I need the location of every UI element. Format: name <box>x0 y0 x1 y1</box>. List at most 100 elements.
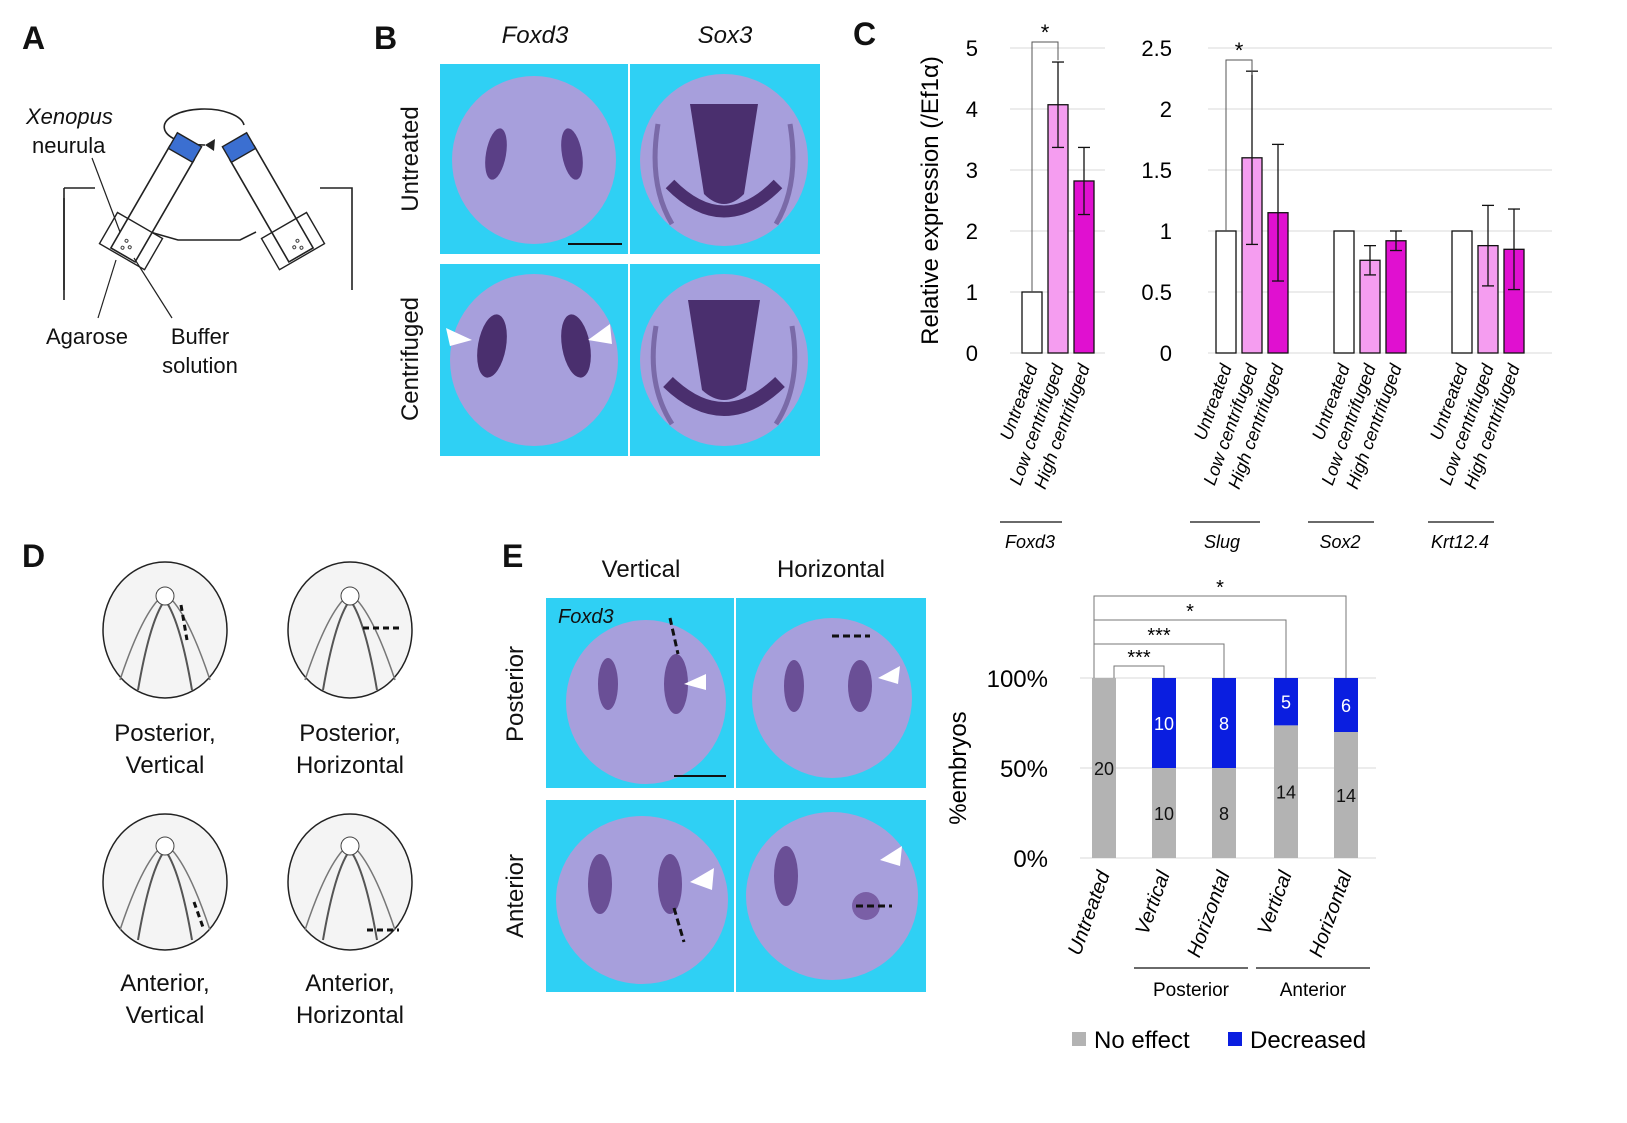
bar-label: 8 <box>1219 714 1229 734</box>
significance-star: *** <box>1147 625 1171 647</box>
embryo-drawing-posterior-horizontal <box>287 561 413 699</box>
bar <box>1451 230 1473 354</box>
panel-letter-e: E <box>502 538 524 574</box>
category-group-label: Anterior <box>1280 980 1347 1001</box>
bar-no-effect <box>1092 678 1116 858</box>
bar-label: 10 <box>1154 714 1174 734</box>
panel-letter-d: D <box>22 538 46 574</box>
arrowhead-icon-3 <box>690 868 714 890</box>
significance-star: * <box>1186 601 1194 623</box>
x-tick-label: Vertical <box>1253 868 1296 938</box>
group-label: Slug <box>1204 532 1240 552</box>
label-buffer: Buffer <box>170 324 230 349</box>
significance-star: * <box>1216 577 1224 599</box>
panel-d-label-1a: Posterior, <box>114 720 216 747</box>
chart-c-foxd3: Relative expression (/Ef1α)012345Untreat… <box>917 20 1105 552</box>
y-tick-label: 50% <box>1000 756 1048 783</box>
y-tick-label: 1.5 <box>1141 158 1172 183</box>
bar-label: 14 <box>1336 786 1356 806</box>
x-tick-label: Horizontal <box>1183 868 1235 961</box>
y-tick-label: 3 <box>966 158 978 183</box>
arrowhead-icon <box>684 674 706 690</box>
centrifuge-schematic <box>63 108 353 319</box>
y-axis-label: Relative expression (/Ef1α) <box>917 56 944 345</box>
panel-e-col-horizontal: Horizontal <box>776 556 886 583</box>
panel-b-photos <box>440 64 820 456</box>
panel-e-photos <box>546 598 926 992</box>
legend-label-no-effect: No effect <box>1094 1027 1190 1054</box>
panel-letter-b: B <box>374 20 398 56</box>
panel-b-row-centrifuged: Centrifuged <box>397 296 424 422</box>
bar <box>1215 230 1237 354</box>
y-tick-label: 100% <box>987 666 1048 693</box>
left-tube <box>98 131 203 271</box>
label-neurula: neurula <box>32 133 106 158</box>
group-label: Sox2 <box>1319 532 1360 552</box>
y-tick-label: 1 <box>966 280 978 305</box>
bar-decreased <box>1212 678 1236 768</box>
panel-d-label-4b: Horizontal <box>295 1002 405 1029</box>
panel-d-embryos <box>102 561 413 951</box>
bar-no-effect <box>1212 768 1236 858</box>
panel-b-col-sox3: Sox3 <box>697 22 753 49</box>
arrowhead-icon-2 <box>878 666 900 684</box>
panel-d-label-3a: Anterior, <box>120 970 210 997</box>
panel-b-col-foxd3: Foxd3 <box>501 22 569 49</box>
panel-letter-a: A <box>22 20 46 56</box>
label-xenopus: Xenopus <box>26 104 113 129</box>
y-tick-label: 0% <box>1013 846 1048 873</box>
bar <box>1021 291 1043 354</box>
panel-e-gene-label: Foxd3 <box>558 606 614 628</box>
panel-d-label-4a: Anterior, <box>305 970 395 997</box>
panel-e-col-vertical: Vertical <box>601 556 681 583</box>
significance-bracket <box>1093 619 1287 678</box>
panel-d-label-2b: Horizontal <box>295 752 405 779</box>
legend-label-decreased: Decreased <box>1250 1027 1366 1054</box>
chart-e-stacked: %embryos 0% 50% 100% 20 Untreated 10 10 Vertical… <box>945 577 1376 1054</box>
y-tick-label: 2.5 <box>1141 36 1172 61</box>
bar-decreased <box>1334 678 1358 732</box>
category-group-label: Posterior <box>1153 980 1230 1001</box>
significance-bracket <box>1225 59 1253 231</box>
bar-no-effect <box>1152 768 1176 858</box>
significance-star: *** <box>1127 647 1151 669</box>
embryo-drawing-posterior-vertical <box>102 561 228 699</box>
panel-e-row-anterior: Anterior <box>502 853 529 939</box>
embryo-drawing-anterior-vertical <box>102 813 228 951</box>
bar <box>1333 230 1355 354</box>
y-tick-label: 2 <box>966 219 978 244</box>
bar-no-effect <box>1334 732 1358 858</box>
significance-star: * <box>1235 38 1244 63</box>
y-tick-label: 0 <box>1160 341 1172 366</box>
arrowhead-left-icon <box>446 328 472 346</box>
arrowhead-icon-4 <box>880 846 902 866</box>
y-tick-label: 2 <box>1160 97 1172 122</box>
x-tick-label: Horizontal <box>1305 868 1357 961</box>
panel-d-label-2a: Posterior, <box>299 720 401 747</box>
bar-label: 14 <box>1276 783 1296 803</box>
bar-decreased <box>1152 678 1176 768</box>
panel-d-label-3b: Vertical <box>125 1002 205 1029</box>
group-label: Krt12.4 <box>1431 532 1489 552</box>
right-tube <box>221 131 326 271</box>
panel-e-row-posterior: Posterior <box>502 645 529 743</box>
y-tick-label: 0 <box>966 341 978 366</box>
significance-bracket <box>1031 41 1059 292</box>
y-tick-label: 0.5 <box>1141 280 1172 305</box>
y-tick-label: 4 <box>966 97 978 122</box>
label-agarose: Agarose <box>46 324 128 349</box>
x-tick-label: Vertical <box>1131 868 1174 938</box>
arrowhead-right-icon <box>588 324 612 344</box>
panel-b-row-untreated: Untreated <box>397 106 424 212</box>
y-axis-label: %embryos <box>945 711 972 824</box>
bar-label: 8 <box>1219 804 1229 824</box>
legend-swatch-no-effect <box>1072 1032 1086 1046</box>
bar-label: 20 <box>1094 759 1114 779</box>
significance-star: * <box>1041 20 1050 45</box>
panel-d-label-1b: Vertical <box>125 752 205 779</box>
group-label: Foxd3 <box>1005 532 1055 552</box>
bar <box>1385 240 1407 354</box>
bar-decreased <box>1274 678 1298 726</box>
y-tick-label: 5 <box>966 36 978 61</box>
